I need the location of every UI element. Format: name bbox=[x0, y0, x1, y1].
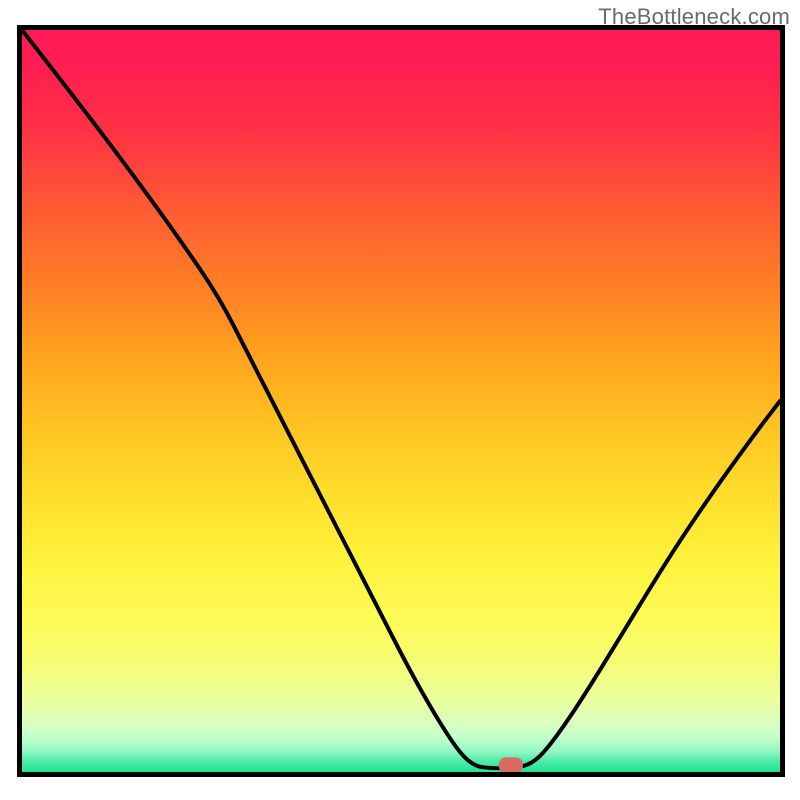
bottleneck-chart: TheBottleneck.com bbox=[0, 0, 800, 800]
watermark-text: TheBottleneck.com bbox=[598, 4, 790, 30]
plot-background bbox=[22, 30, 780, 772]
chart-svg bbox=[0, 0, 800, 800]
marker-pill bbox=[499, 757, 523, 773]
